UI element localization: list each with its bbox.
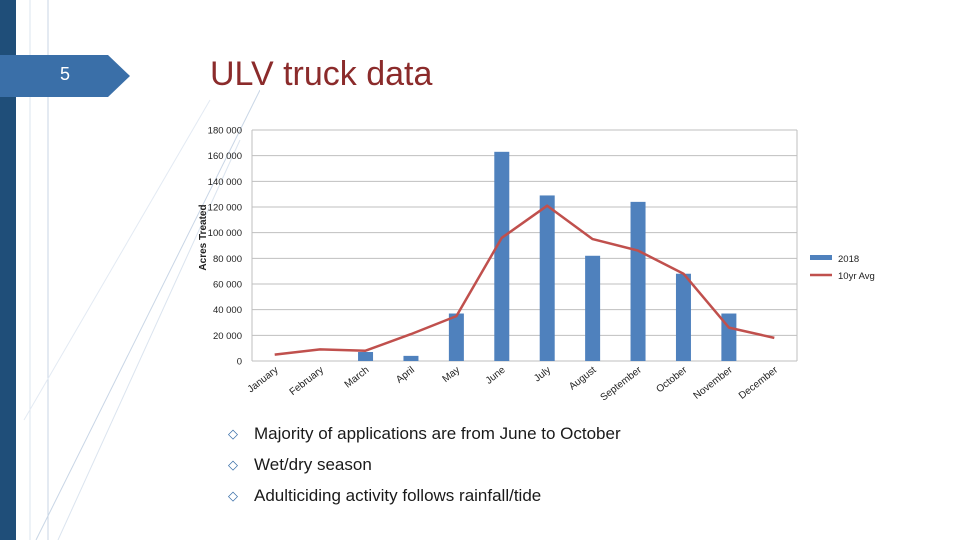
bar-2018 — [448, 313, 464, 361]
x-tick-label: December — [737, 364, 781, 401]
bar-2018 — [630, 201, 646, 361]
y-tick-label: 160 000 — [208, 151, 242, 162]
y-axis-label: Acres Treated — [198, 204, 209, 270]
bullet-text: Adulticiding activity follows rainfall/t… — [254, 485, 542, 505]
y-tick-label: 180 000 — [208, 126, 242, 137]
y-tick-label: 140 000 — [208, 177, 242, 188]
bullet-item: ◇ Majority of applications are from June … — [228, 418, 621, 449]
x-tick-label: October — [654, 364, 689, 395]
line-10yr-avg — [274, 204, 775, 356]
bar-2018 — [539, 195, 555, 361]
bar-line-chart: 0 20 000 40 000 60 000 80 000 100 000 120 000 1… — [198, 126, 875, 404]
legend-label-10yr-avg: 10yr Avg — [838, 271, 875, 282]
y-tick-label: 40 000 — [213, 305, 242, 316]
y-tick-label: 0 — [237, 357, 242, 368]
y-tick-label: 80 000 — [213, 254, 242, 265]
diamond-bullet-icon: ◇ — [228, 456, 238, 472]
legend-swatch-2018 — [810, 255, 832, 260]
x-tick-label: August — [567, 365, 598, 393]
bar-2018 — [403, 355, 419, 361]
left-accent-bar — [0, 0, 16, 540]
diamond-bullet-icon: ◇ — [228, 487, 238, 503]
bullet-text: Wet/dry season — [254, 454, 372, 474]
slide-number-tab — [0, 55, 130, 97]
bullet-text: Majority of applications are from June t… — [254, 423, 621, 443]
slide-title: ULV truck data — [210, 55, 433, 93]
bullet-list: ◇ Majority of applications are from June … — [228, 418, 621, 511]
y-tick-label: 100 000 — [208, 228, 242, 239]
x-tick-label: November — [692, 364, 736, 401]
bar-2018 — [585, 255, 601, 361]
x-tick-label: June — [484, 364, 508, 386]
bar-2018 — [721, 313, 737, 361]
x-tick-label: July — [532, 365, 553, 385]
decorative-lines — [23, 0, 260, 540]
bullet-item: ◇ Wet/dry season — [228, 449, 621, 480]
bar-2018 — [494, 151, 510, 361]
bar-2018 — [675, 273, 691, 361]
x-tick-label: February — [288, 365, 326, 398]
x-tick-label: May — [441, 365, 463, 385]
y-tick-label: 20 000 — [213, 331, 242, 342]
diamond-bullet-icon: ◇ — [228, 425, 238, 441]
y-tick-label: 60 000 — [213, 280, 242, 291]
legend-label-2018: 2018 — [838, 254, 859, 265]
x-tick-label: September — [599, 364, 645, 403]
bar-2018 — [358, 352, 374, 361]
y-tick-label: 120 000 — [208, 203, 242, 214]
x-tick-label: April — [394, 365, 417, 386]
slide-number: 5 — [60, 64, 71, 84]
x-tick-label: January — [246, 365, 281, 396]
x-tick-label: March — [343, 365, 372, 391]
bullet-item: ◇ Adulticiding activity follows rainfall/… — [228, 480, 621, 511]
